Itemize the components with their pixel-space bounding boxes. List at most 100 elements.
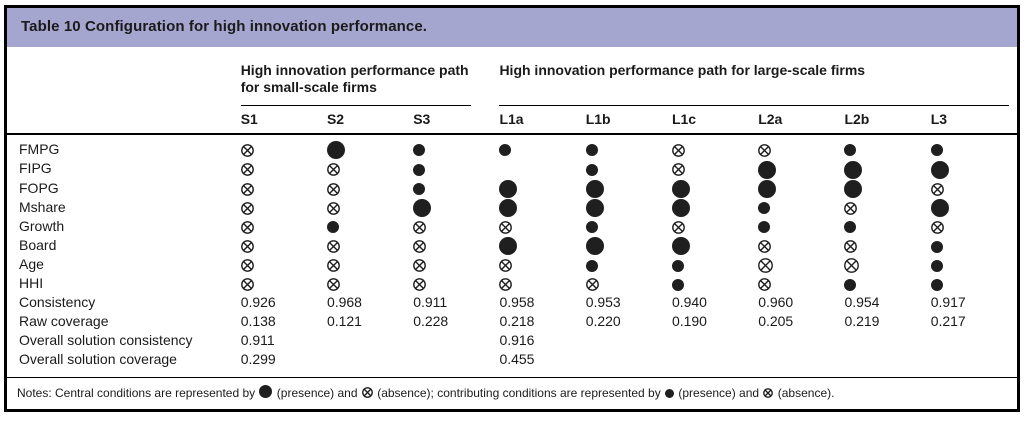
group-label-large-scale: High innovation performance path for lar… bbox=[499, 62, 866, 78]
stat-value bbox=[931, 350, 1017, 377]
stat-value: 0.940 bbox=[671, 294, 707, 311]
central-presence-icon bbox=[671, 237, 690, 256]
condition-cell bbox=[930, 255, 1017, 274]
condition-cell bbox=[844, 255, 930, 274]
condition-cell bbox=[585, 159, 672, 178]
stat-value bbox=[327, 331, 413, 350]
condition-cell bbox=[844, 198, 930, 217]
contributing-presence-icon bbox=[930, 240, 943, 253]
contributing-absence-icon bbox=[327, 201, 340, 215]
contributing-absence-icon bbox=[327, 278, 340, 292]
condition-cell bbox=[413, 236, 499, 255]
stat-value: 0.968 bbox=[326, 294, 362, 311]
stat-value: 0.217 bbox=[930, 313, 966, 330]
column-header-l2b: L2b bbox=[844, 106, 931, 135]
condition-cell bbox=[844, 159, 930, 179]
condition-cell bbox=[413, 255, 499, 274]
condition-cell bbox=[671, 198, 758, 218]
contributing-absence-icon bbox=[240, 163, 254, 177]
condition-cell bbox=[240, 159, 327, 178]
stat-value: 0.205 bbox=[758, 313, 794, 330]
contributing-absence-icon bbox=[844, 201, 858, 215]
condition-cell bbox=[240, 134, 327, 159]
stat-value: 0.219 bbox=[844, 313, 880, 330]
stat-value bbox=[931, 331, 1017, 350]
table-body: FMPG FIPG FOPG Mshare Growth Board Age HHI Consi… bbox=[7, 134, 1017, 377]
contributing-presence-icon bbox=[844, 221, 857, 234]
column-header-s1: S1 bbox=[240, 106, 327, 135]
condition-row: FMPG bbox=[7, 134, 1017, 160]
condition-cell bbox=[758, 217, 844, 236]
stat-value: 0.220 bbox=[585, 313, 621, 330]
contributing-presence-icon bbox=[413, 144, 426, 157]
stat-value bbox=[672, 331, 758, 350]
contributing-presence-icon bbox=[326, 221, 339, 234]
notes-text: Notes: Central conditions are represente… bbox=[17, 386, 259, 401]
condition-label: FIPG bbox=[19, 160, 52, 177]
contributing-absence-icon bbox=[413, 259, 427, 273]
central-presence-icon bbox=[585, 237, 604, 256]
column-header-s2: S2 bbox=[326, 106, 414, 135]
column-header-l3: L3 bbox=[930, 106, 1017, 135]
stat-value bbox=[672, 350, 758, 377]
condition-cell bbox=[672, 134, 758, 159]
group-label-small-scale: High innovation performance path for sma… bbox=[240, 62, 469, 95]
central-presence-icon bbox=[259, 385, 273, 399]
condition-row: Mshare bbox=[7, 198, 1017, 218]
condition-label: Mshare bbox=[19, 199, 66, 216]
group-rule bbox=[240, 105, 472, 106]
condition-cell bbox=[671, 179, 758, 198]
central-presence-icon bbox=[585, 179, 604, 198]
central-presence-icon bbox=[499, 237, 518, 256]
contributing-absence-icon bbox=[327, 259, 340, 273]
condition-cell bbox=[413, 159, 499, 178]
condition-cell bbox=[930, 236, 1017, 255]
condition-cell bbox=[844, 179, 930, 198]
contributing-absence-icon bbox=[672, 144, 685, 157]
condition-cell bbox=[672, 159, 758, 178]
central-absence-icon bbox=[758, 258, 774, 274]
contributing-absence-icon bbox=[240, 278, 254, 292]
condition-cell bbox=[326, 134, 413, 160]
condition-cell bbox=[327, 255, 413, 274]
stat-value: 0.455 bbox=[499, 351, 535, 368]
condition-cell bbox=[672, 217, 758, 236]
central-presence-icon bbox=[930, 160, 949, 179]
stat-row: Overall solution consistency 0.911 0.916 bbox=[7, 331, 1017, 350]
condition-cell bbox=[758, 274, 844, 293]
notes-text: (absence); contributing conditions are r… bbox=[373, 386, 665, 401]
contributing-absence-icon bbox=[499, 278, 513, 292]
stat-row: Consistency 0.926 0.968 0.911 0.958 0.953 0.94… bbox=[7, 293, 1017, 312]
condition-cell bbox=[499, 198, 585, 218]
central-presence-icon bbox=[499, 199, 518, 218]
condition-cell bbox=[671, 274, 758, 293]
condition-cell bbox=[499, 134, 585, 159]
group-header-small-scale: High innovation performance path for sma… bbox=[240, 60, 500, 106]
stat-value bbox=[586, 350, 672, 377]
condition-cell bbox=[240, 274, 327, 293]
table-title-bar: Table 10 Configuration for high innovati… bbox=[7, 8, 1017, 47]
condition-cell bbox=[499, 159, 585, 178]
condition-cell bbox=[326, 217, 413, 236]
condition-cell bbox=[327, 179, 413, 198]
central-presence-icon bbox=[844, 160, 863, 179]
contributing-presence-icon bbox=[585, 259, 598, 272]
central-absence-icon bbox=[361, 387, 373, 399]
contributing-absence-icon bbox=[758, 240, 772, 254]
condition-row: FOPG bbox=[7, 179, 1017, 198]
central-presence-icon bbox=[758, 160, 777, 179]
condition-label: HHI bbox=[19, 275, 44, 292]
contributing-absence-icon bbox=[758, 278, 772, 292]
contributing-absence-icon bbox=[413, 221, 427, 234]
stat-value: 0.218 bbox=[499, 313, 535, 330]
column-header-s3: S3 bbox=[413, 106, 500, 135]
stat-value: 0.960 bbox=[758, 294, 794, 311]
stat-label: Overall solution coverage bbox=[19, 351, 177, 368]
table-title: Table 10 Configuration for high innovati… bbox=[21, 18, 428, 35]
contributing-presence-icon bbox=[758, 202, 771, 215]
condition-cell bbox=[499, 236, 585, 256]
condition-label: FMPG bbox=[19, 141, 60, 158]
column-header-row: S1 S2 S3 L1a L1b L1c L2a L2b L3 bbox=[7, 106, 1017, 135]
group-rule bbox=[499, 105, 1009, 106]
condition-row: Age bbox=[7, 255, 1017, 274]
